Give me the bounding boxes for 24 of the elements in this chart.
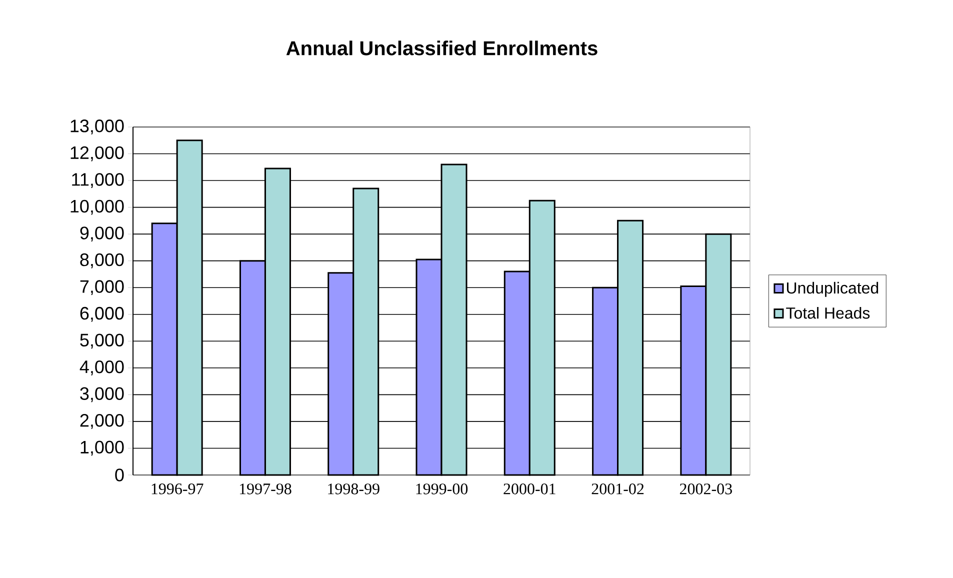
- y-tick-label: 1,000: [80, 440, 124, 456]
- y-tick-label: 5,000: [80, 334, 124, 349]
- x-tick-label: 1999-00: [416, 484, 468, 494]
- y-tick-label: 8,000: [80, 253, 124, 268]
- y-tick-label: 12,000: [70, 146, 124, 162]
- x-tick-label: 2000-01: [504, 484, 556, 494]
- y-tick-label: 0: [115, 468, 124, 482]
- x-tick-label: 1997-98: [240, 484, 292, 494]
- x-tick-label: 1998-99: [328, 484, 380, 494]
- y-tick-label: 2,000: [80, 414, 124, 429]
- y-tick-label: 3,000: [80, 387, 124, 402]
- x-tick-label: 2001-02: [592, 484, 644, 494]
- legend-label: Unduplicated: [786, 282, 878, 297]
- chart-title: Annual Unclassified Enrollments: [286, 40, 598, 56]
- y-tick-label: 13,000: [70, 120, 124, 134]
- x-tick-label: 2002-03: [680, 484, 732, 494]
- y-tick-label: 10,000: [70, 200, 124, 215]
- x-tick-label: 1996-97: [152, 484, 204, 494]
- y-tick-label: 11,000: [72, 173, 124, 188]
- y-tick-label: 4,000: [80, 360, 124, 376]
- y-tick-label: 6,000: [80, 306, 124, 322]
- legend-label: Total Heads: [786, 306, 870, 319]
- y-tick-label: 7,000: [80, 280, 124, 296]
- y-tick-label: 9,000: [80, 226, 124, 242]
